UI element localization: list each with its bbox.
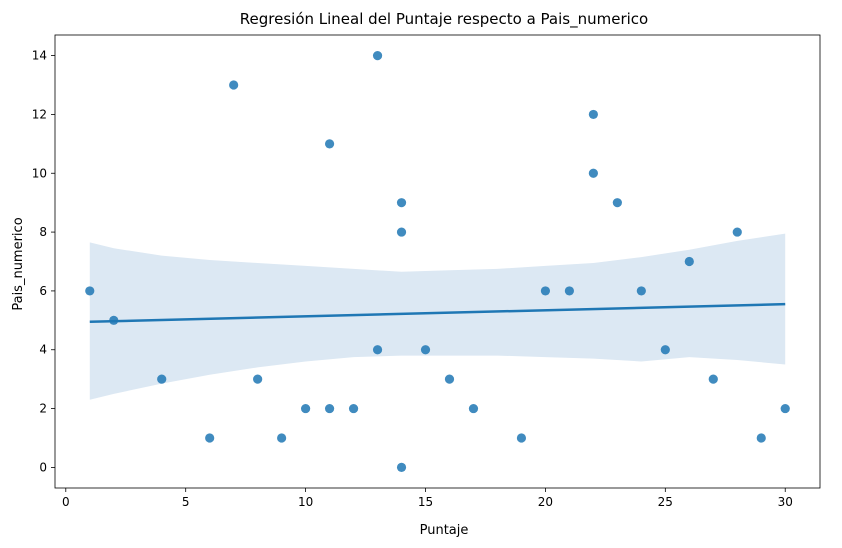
y-tick-label: 6 (39, 284, 47, 298)
data-point (396, 462, 407, 473)
data-point (588, 168, 598, 178)
data-point (277, 433, 287, 443)
data-point (205, 433, 215, 443)
y-tick-label: 0 (39, 460, 47, 474)
x-tick-label: 5 (182, 495, 190, 509)
data-point (516, 433, 527, 443)
x-axis-ticks: 0 5 10 15 20 25 30 (62, 488, 793, 509)
data-point (588, 109, 598, 120)
data-point (468, 403, 479, 414)
data-point (780, 403, 790, 414)
plot-frame (54, 34, 821, 489)
data-point (109, 315, 119, 325)
data-point (253, 374, 263, 384)
data-point (348, 403, 359, 414)
data-point (732, 227, 742, 237)
data-point (85, 286, 95, 296)
x-tick-label: 10 (298, 495, 313, 509)
x-tick-label: 25 (658, 495, 673, 509)
data-point (301, 403, 311, 414)
chart-title: Regresión Lineal del Puntaje respecto a … (240, 10, 648, 29)
data-point (372, 50, 383, 61)
data-point (396, 198, 407, 208)
data-point (157, 374, 167, 384)
data-point (612, 198, 622, 208)
data-point (324, 139, 335, 149)
data-point (324, 403, 335, 414)
scatter-points-layer (85, 50, 790, 473)
data-point (684, 256, 694, 267)
data-point (636, 286, 646, 296)
confidence-band-layer (89, 233, 786, 400)
x-tick-label: 15 (418, 495, 433, 509)
y-axis-ticks: 0 2 4 6 8 10 12 14 (32, 49, 55, 474)
data-point (420, 345, 431, 355)
data-point (708, 374, 718, 384)
x-tick-label: 20 (538, 495, 553, 509)
y-tick-label: 2 (39, 402, 47, 416)
data-point (660, 345, 670, 355)
y-tick-label: 8 (39, 225, 47, 239)
data-point (540, 286, 551, 296)
y-tick-label: 14 (32, 49, 47, 63)
x-axis-label: Puntaje (420, 523, 469, 538)
y-tick-label: 12 (32, 107, 47, 121)
x-tick-label: 0 (62, 495, 70, 509)
data-point (372, 345, 383, 355)
confidence-band (89, 233, 786, 400)
data-point (564, 286, 574, 296)
regression-line-layer (89, 302, 786, 324)
x-tick-label: 30 (778, 495, 793, 509)
data-point (396, 227, 407, 237)
regression-line (89, 302, 786, 324)
data-point (229, 80, 239, 90)
y-axis-label: Pais_numerico (11, 217, 26, 310)
data-point (756, 433, 766, 443)
y-tick-label: 4 (39, 343, 47, 357)
data-point (444, 374, 455, 384)
y-tick-label: 10 (32, 166, 47, 180)
